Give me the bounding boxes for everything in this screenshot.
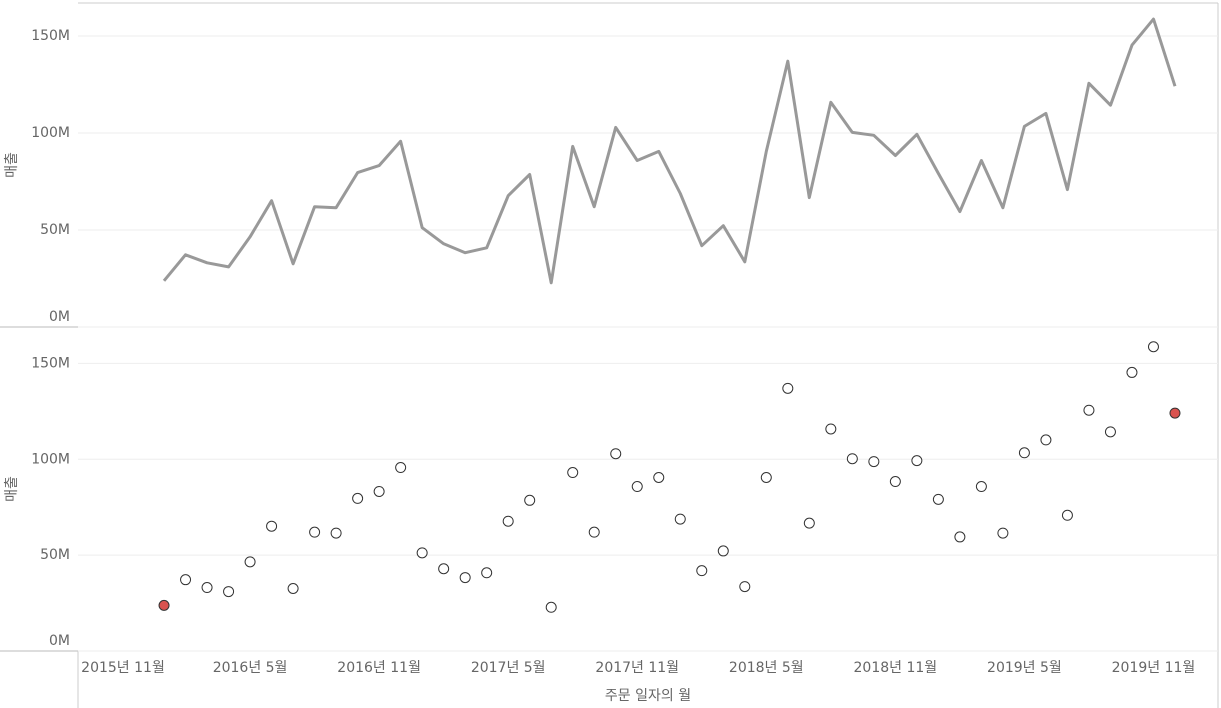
point xyxy=(502,515,514,527)
point xyxy=(975,481,987,493)
point xyxy=(1169,407,1181,419)
line xyxy=(162,17,1177,285)
x-tick-label: 2019년 5월 xyxy=(987,660,1062,676)
point xyxy=(911,455,923,467)
y-tick-label: 0M xyxy=(49,633,70,649)
point xyxy=(739,581,751,593)
point xyxy=(352,492,364,504)
point xyxy=(631,481,643,493)
point xyxy=(674,513,686,525)
point xyxy=(158,599,170,611)
point xyxy=(438,563,450,575)
point xyxy=(1126,366,1138,378)
point xyxy=(696,565,708,577)
point xyxy=(201,582,213,594)
point xyxy=(545,601,557,613)
point xyxy=(997,527,1009,539)
y-tick-label: 150M xyxy=(31,355,70,371)
point xyxy=(395,462,407,474)
y-axis-title: 매출 xyxy=(4,476,20,502)
point xyxy=(932,493,944,505)
x-tick-label: 2016년 11월 xyxy=(337,660,421,676)
y-axis-title: 매출 xyxy=(4,152,20,178)
x-tick-label: 2019년 11월 xyxy=(1112,660,1196,676)
point xyxy=(1061,509,1073,521)
point xyxy=(459,572,471,584)
point xyxy=(868,456,880,468)
point xyxy=(1040,434,1052,446)
point xyxy=(330,527,342,539)
x-tick-label: 2016년 5월 xyxy=(213,660,288,676)
point xyxy=(373,485,385,497)
x-tick-label: 2015년 11월 xyxy=(81,660,165,676)
point xyxy=(1104,426,1116,438)
x-tick-label: 2017년 5월 xyxy=(471,660,546,676)
x-tick-label: 2018년 5월 xyxy=(729,660,804,676)
point xyxy=(287,583,299,595)
point xyxy=(481,567,493,579)
point xyxy=(223,586,235,598)
y-tick-label: 150M xyxy=(31,28,70,44)
point xyxy=(244,556,256,568)
y-tick-label: 100M xyxy=(31,451,70,467)
point xyxy=(846,453,858,465)
y-tick-label: 50M xyxy=(40,547,70,563)
point xyxy=(1147,341,1159,353)
point xyxy=(653,471,665,483)
point xyxy=(567,467,579,479)
x-tick-label: 2017년 11월 xyxy=(595,660,679,676)
point xyxy=(524,494,536,506)
point xyxy=(1018,447,1030,459)
point xyxy=(309,526,321,538)
point xyxy=(717,545,729,557)
point xyxy=(266,520,278,532)
point xyxy=(588,526,600,538)
point xyxy=(610,448,622,460)
point xyxy=(803,517,815,529)
point xyxy=(1083,404,1095,416)
point xyxy=(825,423,837,435)
x-tick-label: 2018년 11월 xyxy=(854,660,938,676)
y-tick-label: 50M xyxy=(40,222,70,238)
point xyxy=(180,574,192,586)
point xyxy=(416,547,428,559)
y-tick-label: 100M xyxy=(31,125,70,141)
y-tick-label: 0M xyxy=(49,309,70,325)
point xyxy=(760,471,772,483)
point xyxy=(889,476,901,488)
point xyxy=(954,531,966,543)
point xyxy=(782,382,794,394)
x-axis-title: 주문 일자의 월 xyxy=(605,688,691,704)
